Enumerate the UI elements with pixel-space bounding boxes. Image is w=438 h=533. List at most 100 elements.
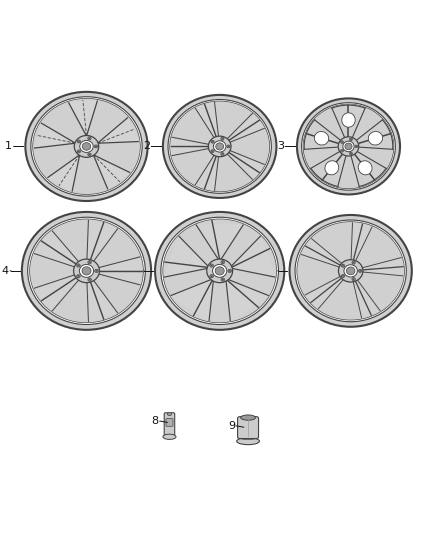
Ellipse shape (221, 138, 224, 140)
FancyBboxPatch shape (166, 418, 173, 426)
Ellipse shape (359, 270, 361, 272)
Ellipse shape (163, 434, 176, 439)
Ellipse shape (88, 154, 90, 155)
Ellipse shape (167, 413, 172, 416)
Ellipse shape (212, 264, 227, 277)
Polygon shape (226, 279, 268, 321)
Ellipse shape (350, 139, 352, 140)
Ellipse shape (222, 154, 223, 155)
Polygon shape (48, 155, 80, 191)
Ellipse shape (207, 259, 233, 282)
Ellipse shape (339, 260, 363, 282)
Ellipse shape (222, 261, 224, 263)
Ellipse shape (346, 267, 355, 275)
Ellipse shape (341, 141, 343, 143)
Ellipse shape (358, 161, 372, 175)
Polygon shape (34, 274, 79, 311)
Ellipse shape (88, 137, 91, 140)
Ellipse shape (215, 143, 224, 150)
Polygon shape (165, 236, 208, 277)
Ellipse shape (22, 212, 151, 330)
Ellipse shape (353, 262, 354, 263)
Polygon shape (98, 118, 138, 143)
Ellipse shape (88, 153, 91, 156)
Ellipse shape (77, 274, 80, 278)
Ellipse shape (221, 278, 225, 281)
Polygon shape (351, 223, 372, 261)
Ellipse shape (342, 275, 344, 277)
Polygon shape (87, 280, 117, 321)
Polygon shape (231, 236, 275, 277)
Ellipse shape (95, 269, 98, 272)
Ellipse shape (314, 132, 328, 145)
Ellipse shape (341, 264, 345, 268)
Ellipse shape (77, 264, 80, 267)
Polygon shape (362, 257, 403, 276)
Polygon shape (353, 280, 380, 318)
Ellipse shape (88, 261, 92, 264)
Ellipse shape (221, 261, 225, 264)
Text: 9: 9 (228, 421, 235, 431)
Ellipse shape (229, 270, 231, 272)
Ellipse shape (341, 141, 343, 143)
Ellipse shape (342, 113, 355, 127)
Ellipse shape (88, 278, 92, 281)
Ellipse shape (25, 92, 148, 201)
Polygon shape (87, 220, 117, 262)
Polygon shape (35, 123, 75, 148)
Ellipse shape (161, 217, 279, 325)
Polygon shape (304, 120, 340, 149)
Polygon shape (351, 152, 386, 187)
Polygon shape (227, 150, 264, 179)
Ellipse shape (28, 217, 145, 325)
Ellipse shape (355, 145, 358, 148)
Polygon shape (227, 114, 264, 142)
Ellipse shape (88, 138, 90, 139)
Ellipse shape (343, 141, 354, 152)
Ellipse shape (95, 146, 97, 147)
Ellipse shape (356, 146, 357, 147)
Polygon shape (195, 155, 219, 190)
Ellipse shape (353, 278, 354, 280)
Polygon shape (305, 276, 343, 309)
Ellipse shape (350, 138, 353, 141)
Polygon shape (172, 137, 209, 156)
Ellipse shape (350, 152, 353, 155)
Ellipse shape (78, 141, 80, 142)
Ellipse shape (80, 140, 93, 152)
Ellipse shape (240, 415, 255, 420)
Ellipse shape (79, 264, 94, 277)
Ellipse shape (238, 434, 258, 440)
Polygon shape (357, 120, 393, 149)
Ellipse shape (368, 132, 383, 145)
Ellipse shape (358, 269, 362, 272)
Ellipse shape (297, 222, 404, 320)
Polygon shape (69, 101, 97, 136)
Polygon shape (332, 105, 365, 136)
Ellipse shape (74, 135, 99, 157)
Ellipse shape (210, 264, 213, 267)
Text: 5: 5 (135, 266, 142, 276)
Text: 1: 1 (5, 141, 12, 151)
Ellipse shape (210, 274, 213, 278)
Ellipse shape (338, 137, 359, 156)
Polygon shape (171, 279, 213, 321)
Ellipse shape (211, 150, 214, 152)
Ellipse shape (227, 145, 230, 148)
Ellipse shape (211, 276, 212, 277)
Ellipse shape (88, 261, 91, 263)
Ellipse shape (290, 215, 412, 327)
Polygon shape (195, 102, 219, 138)
Ellipse shape (222, 279, 224, 280)
Ellipse shape (297, 99, 400, 195)
Ellipse shape (95, 270, 98, 272)
Text: 3: 3 (277, 141, 284, 151)
Ellipse shape (342, 265, 344, 266)
Ellipse shape (341, 149, 343, 152)
Ellipse shape (344, 265, 357, 277)
Text: 6: 6 (269, 266, 276, 276)
Ellipse shape (211, 264, 212, 266)
Ellipse shape (341, 274, 345, 278)
Ellipse shape (345, 143, 352, 150)
Ellipse shape (295, 220, 406, 322)
